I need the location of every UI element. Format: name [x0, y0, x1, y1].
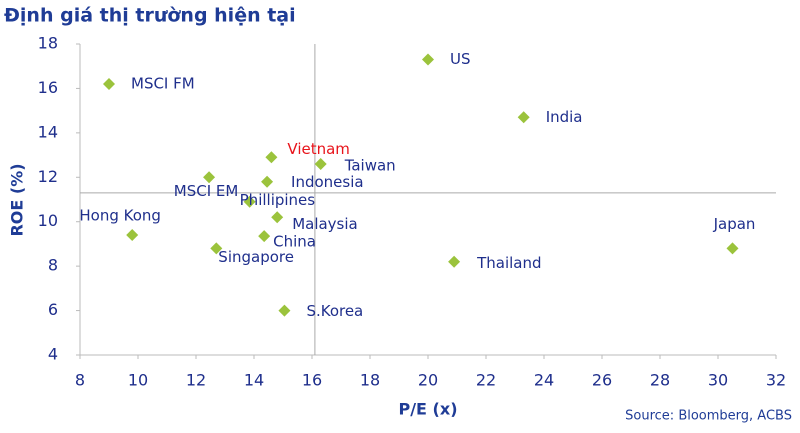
point	[517, 111, 530, 124]
point	[261, 175, 274, 188]
y-tick-label: 10	[38, 211, 58, 230]
point	[243, 195, 256, 208]
x-tick-label: 10	[128, 371, 148, 390]
y-axis-title: ROE (%)	[8, 163, 27, 236]
point-label: China	[273, 233, 316, 251]
point	[203, 171, 216, 184]
point-label: Thailand	[476, 254, 541, 272]
point-label: Japan	[713, 215, 756, 233]
point-label: Vietnam	[287, 140, 350, 158]
x-tick-label: 16	[302, 371, 322, 390]
y-tick-label: 18	[38, 34, 58, 53]
point-label: Taiwan	[344, 156, 396, 174]
point	[265, 151, 278, 164]
source-note: Source: Bloomberg, ACBS	[625, 409, 792, 424]
y-tick-label: 6	[48, 300, 58, 319]
point	[422, 53, 434, 66]
y-tick-label: 14	[38, 122, 58, 141]
point-label: Singapore	[218, 248, 294, 266]
point	[126, 229, 139, 242]
point	[210, 242, 223, 255]
point-label: India	[546, 108, 583, 126]
point-label: Phillipines	[240, 191, 316, 209]
x-tick-label: 32	[766, 371, 786, 390]
point-label: US	[450, 50, 471, 68]
x-tick-label: 12	[186, 371, 206, 390]
y-tick-label: 16	[38, 78, 58, 97]
point	[103, 77, 115, 90]
x-tick-label: 8	[75, 371, 85, 390]
point	[726, 242, 739, 255]
point	[448, 255, 461, 268]
x-axis-title: P/E (x)	[398, 400, 457, 419]
x-tick-label: 28	[650, 371, 670, 390]
x-tick-label: 20	[418, 371, 438, 390]
point	[314, 157, 327, 170]
x-tick-label: 14	[244, 371, 264, 390]
x-tick-label: 30	[708, 371, 728, 390]
point-label: S.Korea	[306, 302, 363, 320]
x-tick-label: 26	[592, 371, 612, 390]
point-label: Malaysia	[292, 215, 358, 233]
y-tick-label: 8	[48, 256, 58, 275]
point	[278, 304, 291, 317]
y-tick-label: 4	[48, 345, 58, 364]
point	[258, 230, 271, 243]
point-label: MSCI FM	[131, 74, 195, 92]
y-tick-label: 12	[38, 167, 58, 186]
point-label: Indonesia	[291, 173, 364, 191]
point-label: MSCI EM	[174, 182, 239, 200]
point-label: Hong Kong	[79, 207, 161, 225]
chart-title: Định giá thị trường hiện tại	[4, 5, 296, 27]
x-tick-label: 22	[476, 371, 496, 390]
x-tick-label: 18	[360, 371, 380, 390]
point	[271, 211, 284, 224]
x-tick-label: 24	[534, 371, 554, 390]
